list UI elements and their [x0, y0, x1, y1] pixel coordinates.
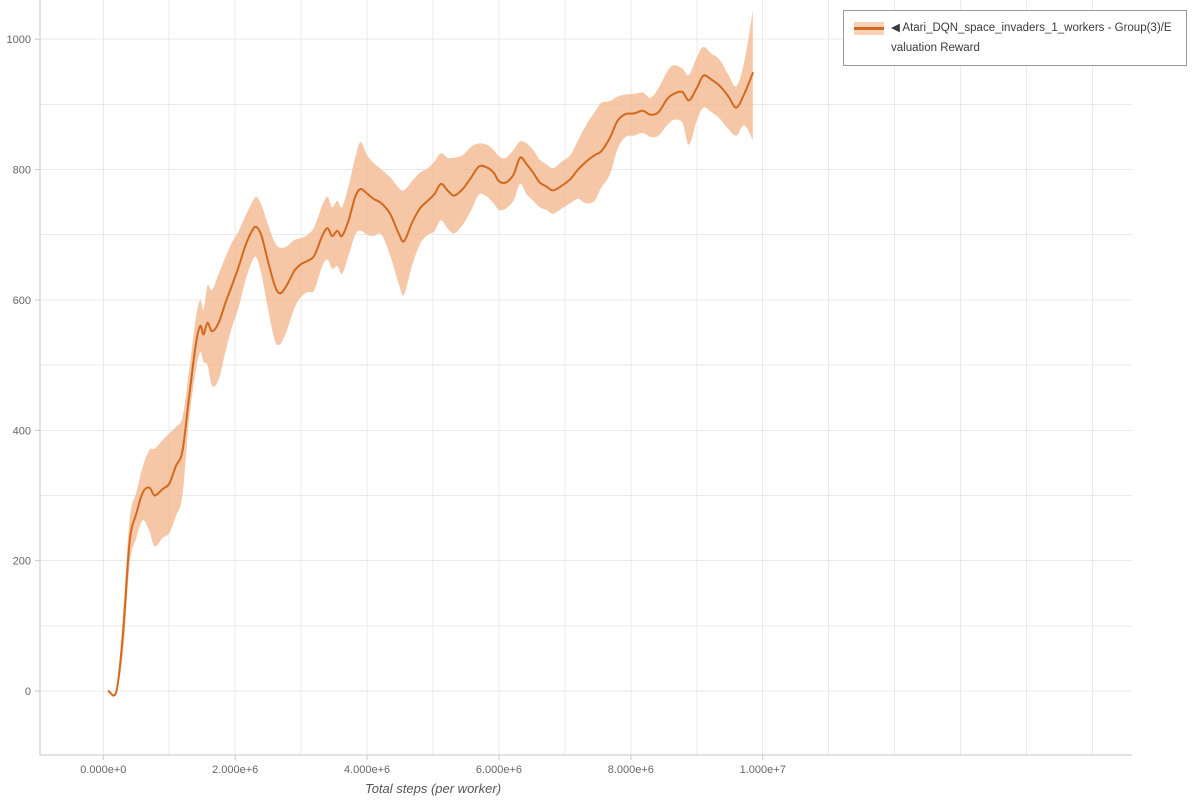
- legend-box: ◀ Atari_DQN_space_invaders_1_workers - G…: [843, 10, 1187, 66]
- reward-line: [107, 72, 754, 697]
- x-tick-label: 1.000e+7: [740, 764, 786, 776]
- y-tick-label: 0: [25, 686, 31, 698]
- confidence-band: [108, 10, 753, 697]
- x-axis-title: Total steps (per worker): [364, 781, 502, 796]
- gridlines: [40, 0, 1132, 755]
- y-tick-label: 800: [13, 165, 31, 177]
- x-tick-label: 6.000e+6: [476, 764, 522, 776]
- axes: 0.000e+0 2.000e+6 4.000e+6 6.000e+6 8.000e+6…: [7, 0, 1132, 776]
- legend-label-wrap: ◀ Atari_DQN_space_invaders_1_workers - G…: [891, 18, 1176, 58]
- y-tick-label: 400: [13, 425, 31, 437]
- x-tick-label: 4.000e+6: [344, 764, 390, 776]
- legend-swatch-icon: [854, 22, 884, 35]
- y-tick-label: 200: [13, 556, 31, 568]
- legend-item[interactable]: ◀ Atari_DQN_space_invaders_1_workers - G…: [854, 18, 1176, 58]
- legend-series-label[interactable]: Atari_DQN_space_invaders_1_workers - Gro…: [891, 22, 1172, 54]
- legend-collapse-icon[interactable]: ◀: [891, 22, 900, 34]
- y-tick-label: 600: [13, 295, 31, 307]
- x-tick-label: 8.000e+6: [608, 764, 654, 776]
- y-tick-label: 1000: [7, 34, 31, 46]
- legend-swatch-line: [854, 27, 884, 30]
- x-tick-label: 2.000e+6: [212, 764, 258, 776]
- x-tick-label: 0.000e+0: [80, 764, 126, 776]
